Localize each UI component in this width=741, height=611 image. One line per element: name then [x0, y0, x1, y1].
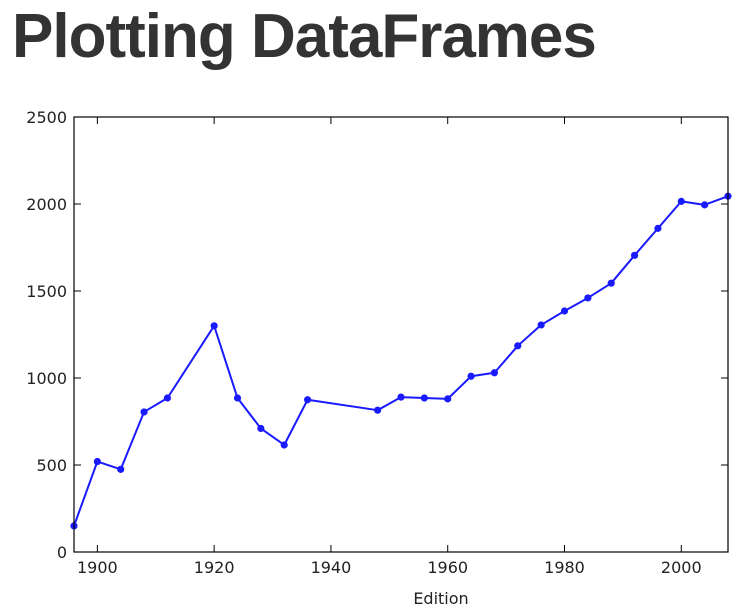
y-tick-label: 500 [36, 456, 67, 475]
data-point [654, 224, 662, 232]
x-axis-title: Edition [413, 589, 468, 608]
data-point [677, 197, 685, 205]
data-point [210, 322, 218, 330]
data-point [420, 394, 428, 402]
data-point [607, 279, 615, 287]
y-tick-label: 2000 [26, 195, 67, 214]
data-point [280, 441, 288, 449]
axes-layer: 1900 1920 1940 1960 1980 2000 0 500 1000 1500 2000… [26, 108, 729, 577]
slide-title: Plotting DataFrames [12, 2, 597, 71]
data-point [374, 406, 382, 414]
data-point [233, 394, 242, 402]
x-tick-label: 1940 [311, 558, 352, 577]
data-point [303, 396, 312, 404]
data-point [630, 251, 639, 259]
plot-frame [73, 116, 729, 553]
y-tick-label: 2500 [26, 108, 67, 127]
plot-background [74, 117, 728, 552]
data-point [537, 321, 545, 329]
data-point [93, 457, 101, 466]
data-point [140, 408, 148, 416]
data-point [163, 394, 172, 402]
x-tick-label: 1980 [544, 558, 585, 577]
x-tick-label: 2000 [661, 558, 702, 577]
y-tick-label: 1000 [26, 369, 67, 388]
data-point [560, 307, 569, 315]
x-tick-label: 1920 [194, 558, 235, 577]
series-layer [70, 192, 732, 530]
plot-area [74, 117, 728, 552]
data-point [117, 465, 125, 473]
data-point [444, 395, 452, 403]
data-point [397, 393, 405, 401]
data-point [584, 294, 592, 302]
data-point [514, 342, 522, 350]
y-tick-label: 0 [57, 543, 67, 562]
data-point [701, 201, 709, 209]
x-tick-label: 1960 [427, 558, 468, 577]
x-tick-label: 1900 [77, 558, 118, 577]
data-point [257, 424, 265, 433]
series-line [73, 195, 729, 527]
data-point [467, 372, 475, 380]
y-tick-label: 1500 [26, 282, 67, 301]
data-point [490, 369, 499, 377]
